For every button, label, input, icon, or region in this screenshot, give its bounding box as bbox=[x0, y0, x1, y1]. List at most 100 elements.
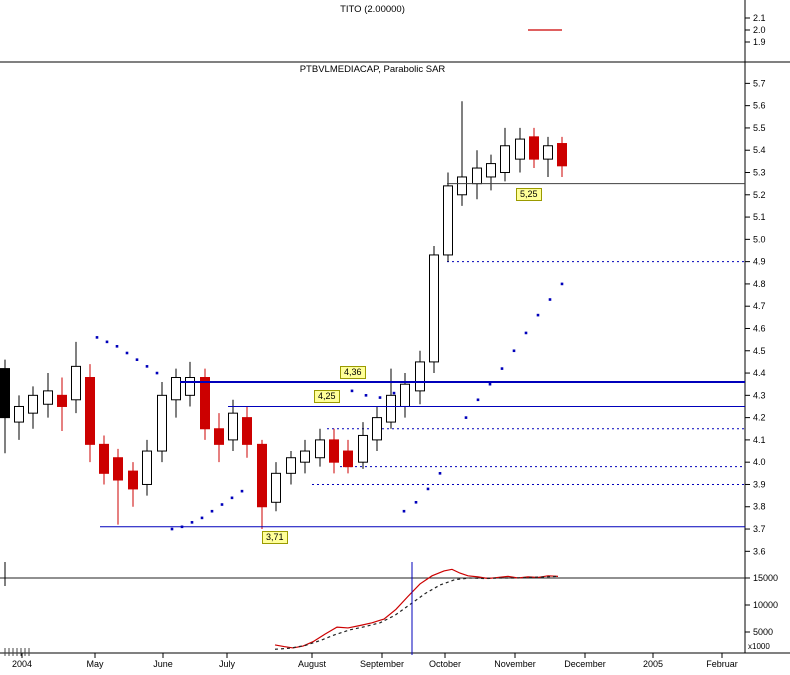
y-tick-label: 1.9 bbox=[753, 37, 766, 47]
y-tick-label: 15000 bbox=[753, 573, 778, 583]
price-level-tag: 4,25 bbox=[314, 390, 340, 404]
sar-dot bbox=[155, 371, 159, 375]
sar-dot bbox=[105, 340, 109, 344]
price-level-tag: 3,71 bbox=[262, 530, 288, 544]
sar-dot bbox=[560, 282, 564, 286]
candle-body bbox=[99, 443, 109, 474]
sar-dot bbox=[378, 396, 382, 399]
y-tick-label: 4.5 bbox=[753, 346, 766, 356]
sar-dot bbox=[220, 503, 224, 506]
y-tick-label: 5.1 bbox=[753, 212, 766, 222]
y-tick-label: 5.0 bbox=[753, 234, 766, 244]
candle-body bbox=[228, 412, 238, 441]
price-level-tag: 4,36 bbox=[340, 365, 366, 379]
sar-dot bbox=[476, 398, 480, 402]
y-tick-label: 4.4 bbox=[753, 368, 766, 378]
candle-body bbox=[486, 163, 496, 178]
month-label[interactable]: Februar bbox=[706, 659, 738, 669]
y-tick-label: 5.4 bbox=[753, 145, 766, 155]
sar-dot bbox=[500, 367, 504, 370]
candle-body bbox=[257, 443, 267, 508]
sar-dot bbox=[240, 489, 244, 493]
sar-dot bbox=[190, 521, 194, 524]
y-tick-label: 4.8 bbox=[753, 279, 766, 289]
y-tick-label: 2.1 bbox=[753, 13, 766, 23]
candle-body bbox=[271, 472, 281, 503]
y-tick-label: 4.7 bbox=[753, 301, 766, 311]
month-label[interactable]: July bbox=[219, 659, 236, 669]
candle-body bbox=[315, 439, 325, 459]
candle-body bbox=[500, 145, 510, 174]
candle-body bbox=[242, 417, 252, 445]
sar-dot bbox=[115, 345, 119, 348]
sar-dot bbox=[548, 298, 552, 301]
sar-dot bbox=[438, 472, 442, 475]
candle-body bbox=[185, 377, 195, 396]
y-tick-label: 5.7 bbox=[753, 78, 766, 88]
candle-body bbox=[85, 377, 95, 445]
y-tick-label: 4.6 bbox=[753, 323, 766, 333]
month-label[interactable]: 2004 bbox=[12, 659, 32, 669]
candle-body bbox=[329, 439, 339, 463]
month-label[interactable]: August bbox=[298, 659, 327, 669]
month-label[interactable]: June bbox=[153, 659, 173, 669]
volume-average-line bbox=[274, 575, 559, 650]
candle-body bbox=[113, 457, 123, 481]
sar-dot bbox=[230, 496, 234, 500]
sar-dot bbox=[488, 382, 492, 386]
month-label[interactable]: October bbox=[429, 659, 461, 669]
candle-body bbox=[200, 377, 210, 430]
sar-dot bbox=[536, 313, 540, 317]
y-tick-label: 4.9 bbox=[753, 257, 766, 267]
candle-body bbox=[286, 457, 296, 474]
candle-body bbox=[415, 361, 425, 392]
sar-dot bbox=[210, 509, 214, 513]
candle-body bbox=[557, 143, 567, 167]
sar-dot bbox=[180, 525, 184, 529]
candle-body bbox=[171, 377, 181, 401]
sar-dot bbox=[145, 365, 149, 368]
candle-body bbox=[386, 394, 396, 423]
month-label[interactable]: May bbox=[86, 659, 104, 669]
candle-body bbox=[343, 450, 353, 468]
month-label[interactable]: November bbox=[494, 659, 536, 669]
volume-unit-label: x1000 bbox=[748, 642, 770, 651]
sar-dot bbox=[170, 527, 174, 531]
sar-dot bbox=[402, 509, 406, 513]
y-tick-label: 5.6 bbox=[753, 101, 766, 111]
candle-body bbox=[443, 185, 453, 256]
candle-body bbox=[429, 254, 439, 363]
candle-body bbox=[300, 450, 310, 463]
sar-dot bbox=[464, 416, 468, 419]
volume-line bbox=[274, 568, 559, 649]
candle-body bbox=[157, 394, 167, 452]
y-tick-label: 4.2 bbox=[753, 413, 766, 423]
candle-body bbox=[28, 394, 38, 414]
candle-body bbox=[43, 390, 53, 405]
candle-body bbox=[142, 450, 152, 485]
candle-body bbox=[358, 434, 368, 463]
y-tick-label: 3.6 bbox=[753, 546, 766, 556]
sar-dot bbox=[364, 394, 368, 397]
y-tick-label: 3.8 bbox=[753, 502, 766, 512]
price-level-tag: 5,25 bbox=[516, 187, 542, 201]
y-tick-label: 3.9 bbox=[753, 479, 766, 489]
sar-dot bbox=[524, 331, 528, 335]
month-label[interactable]: 2005 bbox=[643, 659, 663, 669]
month-label[interactable]: December bbox=[564, 659, 606, 669]
y-tick-label: 3.7 bbox=[753, 524, 766, 534]
candle-body bbox=[515, 138, 525, 160]
sar-dot bbox=[125, 351, 129, 355]
sar-dot bbox=[426, 487, 430, 491]
sar-dot bbox=[392, 391, 396, 395]
candle-body bbox=[214, 428, 224, 445]
candle-body bbox=[529, 136, 539, 160]
y-tick-label: 4.3 bbox=[753, 390, 766, 400]
y-tick-label: 5000 bbox=[753, 627, 773, 637]
month-label[interactable]: September bbox=[360, 659, 404, 669]
candle-body bbox=[14, 405, 24, 423]
sar-dot bbox=[512, 349, 516, 353]
y-tick-label: 5.3 bbox=[753, 168, 766, 178]
